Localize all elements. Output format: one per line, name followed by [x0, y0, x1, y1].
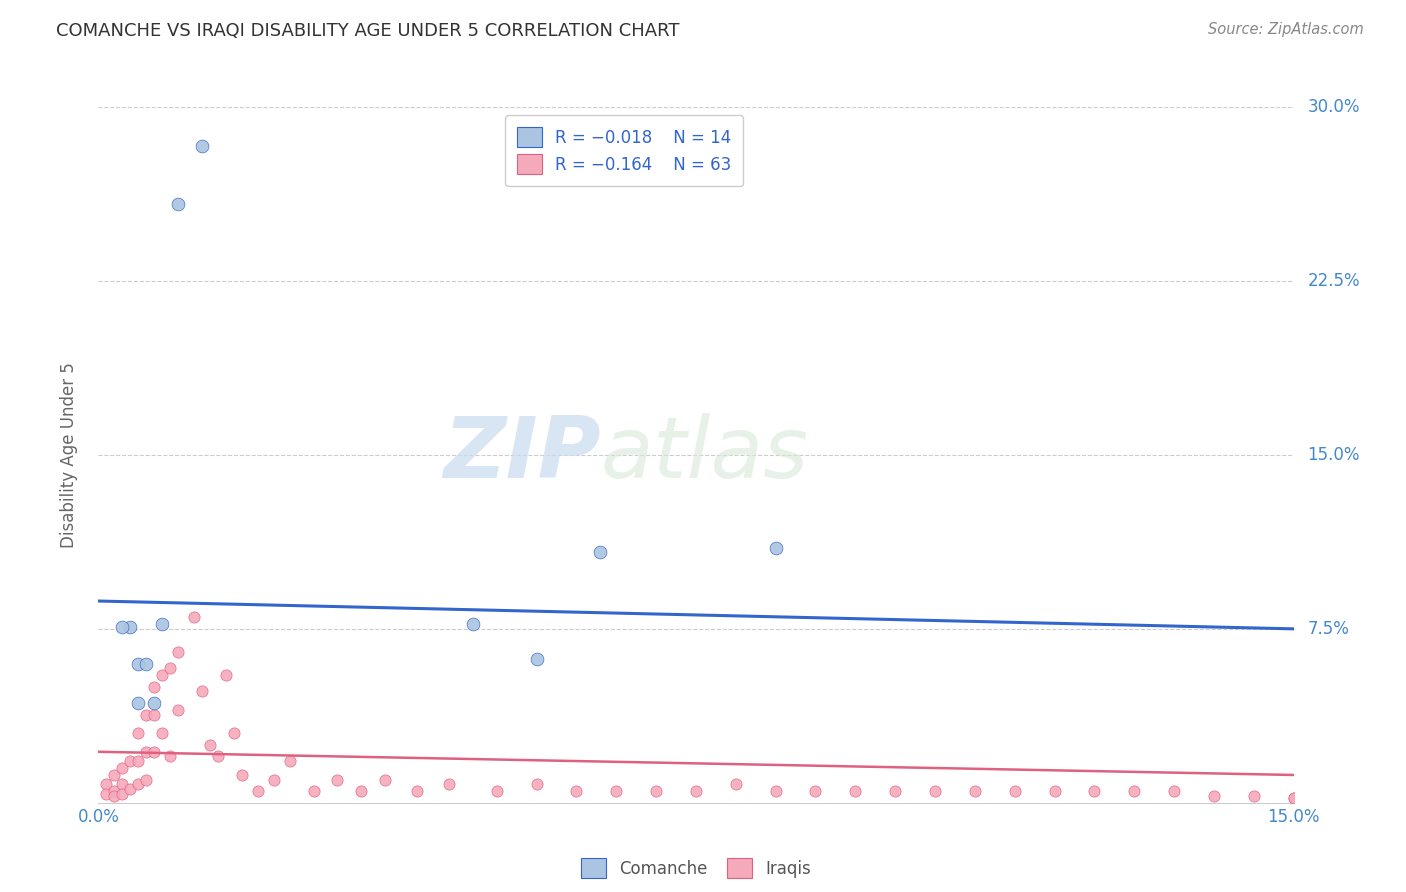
Point [526, 777, 548, 791]
Text: 30.0%: 30.0% [1308, 98, 1360, 116]
Point [1282, 791, 1305, 805]
Point [1043, 784, 1066, 798]
Point [231, 768, 253, 782]
Point [605, 784, 627, 798]
Point [1123, 784, 1146, 798]
Point [278, 754, 301, 768]
Point [765, 784, 787, 798]
Point [350, 784, 373, 798]
Point [120, 619, 142, 633]
Legend: Comanche, Iraqis: Comanche, Iraqis [574, 851, 818, 885]
Text: atlas: atlas [600, 413, 808, 497]
Point [103, 784, 125, 798]
Point [143, 696, 166, 710]
Point [302, 784, 325, 798]
Point [1202, 789, 1225, 803]
Point [150, 668, 173, 682]
Point [143, 707, 166, 722]
Point [1163, 784, 1185, 798]
Point [135, 745, 157, 759]
Point [143, 745, 166, 759]
Point [111, 787, 134, 801]
Text: 15.0%: 15.0% [1308, 446, 1360, 464]
Point [127, 726, 149, 740]
Point [111, 761, 134, 775]
Point [222, 726, 245, 740]
Point [963, 784, 986, 798]
Point [326, 772, 349, 787]
Text: ZIP: ZIP [443, 413, 600, 497]
Point [120, 781, 142, 796]
Point [167, 645, 190, 659]
Point [461, 617, 484, 632]
Point [96, 777, 118, 791]
Point [135, 772, 157, 787]
Point [924, 784, 946, 798]
Point [724, 777, 747, 791]
Point [437, 777, 460, 791]
Point [246, 784, 269, 798]
Point [167, 703, 190, 717]
Point [127, 657, 149, 671]
Y-axis label: Disability Age Under 5: Disability Age Under 5 [59, 362, 77, 548]
Point [127, 696, 149, 710]
Point [135, 707, 157, 722]
Point [406, 784, 429, 798]
Point [191, 684, 214, 698]
Point [135, 657, 157, 671]
Point [159, 749, 181, 764]
Point [198, 738, 221, 752]
Text: 7.5%: 7.5% [1308, 620, 1350, 638]
Point [150, 617, 173, 632]
Point [526, 652, 548, 666]
Point [263, 772, 285, 787]
Point [120, 754, 142, 768]
Point [374, 772, 396, 787]
Point [127, 754, 149, 768]
Point [111, 619, 134, 633]
Point [111, 777, 134, 791]
Point [159, 661, 181, 675]
Point [103, 768, 125, 782]
Point [183, 610, 205, 624]
Point [884, 784, 907, 798]
Text: Source: ZipAtlas.com: Source: ZipAtlas.com [1208, 22, 1364, 37]
Point [1243, 789, 1265, 803]
Point [1083, 784, 1105, 798]
Point [103, 789, 125, 803]
Point [765, 541, 787, 555]
Point [150, 726, 173, 740]
Point [215, 668, 238, 682]
Point [485, 784, 508, 798]
Point [127, 777, 149, 791]
Point [191, 139, 214, 153]
Text: COMANCHE VS IRAQI DISABILITY AGE UNDER 5 CORRELATION CHART: COMANCHE VS IRAQI DISABILITY AGE UNDER 5… [56, 22, 679, 40]
Text: 22.5%: 22.5% [1308, 272, 1360, 290]
Point [645, 784, 668, 798]
Point [844, 784, 866, 798]
Point [96, 787, 118, 801]
Point [685, 784, 707, 798]
Point [207, 749, 229, 764]
Point [565, 784, 588, 798]
Point [1004, 784, 1026, 798]
Point [1282, 791, 1305, 805]
Point [589, 545, 612, 559]
Point [143, 680, 166, 694]
Point [804, 784, 827, 798]
Point [167, 197, 190, 211]
